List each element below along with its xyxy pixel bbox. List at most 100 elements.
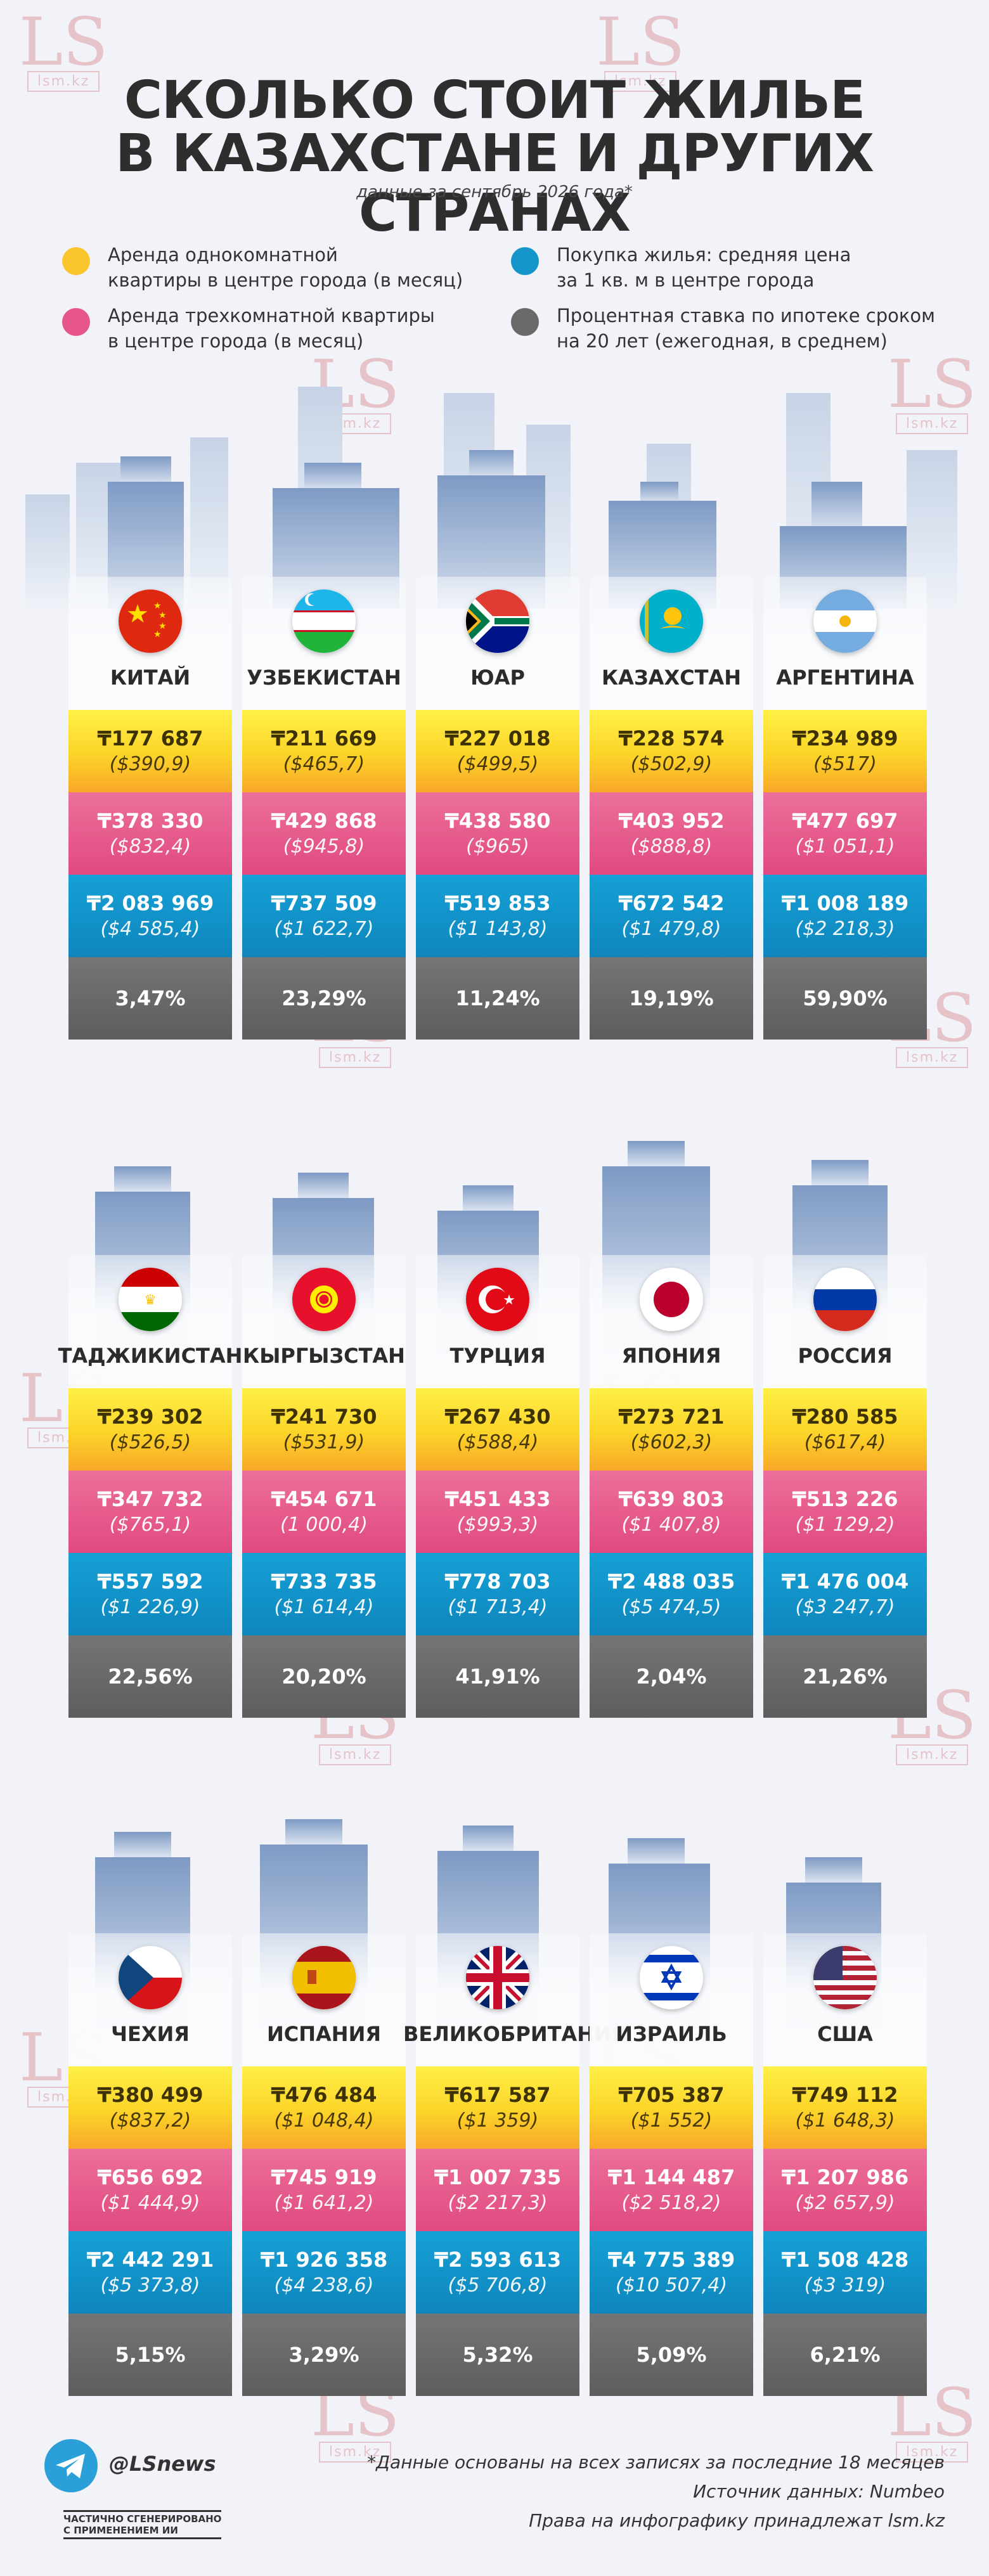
mortgage-rate-value: 19,19% bbox=[629, 986, 714, 1010]
telegram-icon[interactable] bbox=[44, 2439, 98, 2492]
footnote-source: Источник данных: Numbeo bbox=[693, 2481, 945, 2502]
rent-3room-usd: ($965) bbox=[466, 835, 529, 858]
legend-rent-1room: Аренда однокомнатной квартиры в центре го… bbox=[62, 242, 463, 293]
rent-1room-kzt: ₸211 669 bbox=[271, 726, 377, 750]
buy-sqm-kzt: ₸2 488 035 bbox=[607, 1569, 735, 1594]
legend-label-line: в центре города (в месяц) bbox=[108, 330, 364, 352]
rent-1room-kzt: ₸177 687 bbox=[97, 726, 204, 750]
rent-1room-usd: ($1 648,3) bbox=[795, 2109, 895, 2132]
mortgage-rate-value: 3,29% bbox=[288, 2343, 359, 2367]
section-3: ЧЕХИЯ ₸380 499 ($837,2) ₸656 692 ($1 444,9… bbox=[0, 1787, 989, 2421]
rent-3room-kzt: ₸454 671 bbox=[271, 1487, 377, 1511]
uzbekistan-flag-icon bbox=[292, 589, 356, 653]
country-name: США bbox=[817, 2022, 873, 2046]
rent-3room-usd: ($1 407,8) bbox=[621, 1514, 721, 1536]
svg-text:★: ★ bbox=[126, 600, 149, 629]
mortgage-rate-cell: 3,47% bbox=[68, 957, 232, 1040]
rent-3room-usd: ($2 518,2) bbox=[621, 2192, 721, 2214]
rent-1room-usd: ($526,5) bbox=[109, 1431, 191, 1453]
country-name: ТУРЦИЯ bbox=[449, 1344, 546, 1368]
rent-3room-cell: ₸347 732 ($765,1) bbox=[68, 1471, 232, 1553]
ai-note-line: ЧАСТИЧНО СГЕНЕРИРОВАНО bbox=[63, 2513, 222, 2525]
rent-3room-usd: ($1 641,2) bbox=[274, 2192, 374, 2214]
buy-sqm-kzt: ₸737 509 bbox=[271, 891, 377, 915]
rent-3room-kzt: ₸1 144 487 bbox=[607, 2165, 735, 2189]
country-name: ЮАР bbox=[470, 666, 525, 690]
telegram-handle-link[interactable]: @LSnews bbox=[109, 2452, 216, 2476]
mortgage-rate-cell: 21,26% bbox=[763, 1635, 927, 1718]
rent-3room-usd: ($832,4) bbox=[109, 835, 191, 858]
rent-1room-cell: ₸234 989 ($517) bbox=[763, 710, 927, 792]
rent-3room-usd: ($765,1) bbox=[109, 1514, 191, 1536]
mortgage-rate-value: 59,90% bbox=[803, 986, 888, 1010]
rent-3room-usd: ($2 217,3) bbox=[448, 2192, 548, 2214]
rent-3room-cell: ₸1 144 487 ($2 518,2) bbox=[590, 2149, 753, 2231]
buy-sqm-cell: ₸733 735 ($1 614,4) bbox=[242, 1553, 406, 1635]
mortgage-rate-cell: 59,90% bbox=[763, 957, 927, 1040]
buy-sqm-cell: ₸2 593 613 ($5 706,8) bbox=[416, 2231, 579, 2314]
rent-3room-cell: ₸477 697 ($1 051,1) bbox=[763, 792, 927, 875]
tajikistan-flag-icon: ♛ bbox=[119, 1268, 182, 1331]
legend-buy-sqm: Покупка жилья: средняя цена за 1 кв. м в … bbox=[511, 242, 851, 293]
rent-3room-kzt: ₸378 330 bbox=[97, 809, 204, 833]
spain-flag-icon bbox=[292, 1946, 356, 2009]
rent-1room-usd: ($499,5) bbox=[456, 753, 539, 775]
buy-sqm-kzt: ₸519 853 bbox=[444, 891, 551, 915]
rent-3room-usd: ($945,8) bbox=[283, 835, 365, 858]
mortgage-rate-value: 22,56% bbox=[108, 1665, 193, 1689]
rent-3room-kzt: ₸438 580 bbox=[444, 809, 551, 833]
country-name: ТАДЖИКИСТАН bbox=[58, 1344, 243, 1368]
mortgage-rate-value: 5,32% bbox=[462, 2343, 533, 2367]
legend-gray-dot bbox=[511, 308, 539, 336]
rent-3room-cell: ₸403 952 ($888,8) bbox=[590, 792, 753, 875]
rent-3room-usd: ($1 051,1) bbox=[795, 835, 895, 858]
argentina-flag-icon bbox=[813, 589, 877, 653]
rent-3room-kzt: ₸656 692 bbox=[97, 2165, 204, 2189]
buy-sqm-kzt: ₸2 593 613 bbox=[434, 2248, 562, 2272]
rent-3room-usd: ($993,3) bbox=[456, 1514, 539, 1536]
mortgage-rate-value: 5,15% bbox=[115, 2343, 186, 2367]
mortgage-rate-cell: 6,21% bbox=[763, 2314, 927, 2396]
buy-sqm-kzt: ₸557 592 bbox=[97, 1569, 204, 1594]
buy-sqm-cell: ₸2 083 969 ($4 585,4) bbox=[68, 875, 232, 957]
page-title-line1: СКОЛЬКО СТОИТ ЖИЛЬЕ bbox=[124, 70, 865, 131]
page-subtitle: данные за сентябрь 2026 года* bbox=[356, 183, 633, 202]
rent-3room-cell: ₸1 007 735 ($2 217,3) bbox=[416, 2149, 579, 2231]
mortgage-rate-cell: 5,09% bbox=[590, 2314, 753, 2396]
rent-1room-usd: ($390,9) bbox=[109, 753, 191, 775]
country-name: ЧЕХИЯ bbox=[111, 2022, 190, 2046]
rent-3room-cell: ₸454 671 (1 000,4) bbox=[242, 1471, 406, 1553]
buy-sqm-cell: ₸519 853 ($1 143,8) bbox=[416, 875, 579, 957]
divider bbox=[63, 2510, 222, 2512]
rent-3room-kzt: ₸1 207 986 bbox=[781, 2165, 909, 2189]
buy-sqm-cell: ₸1 476 004 ($3 247,7) bbox=[763, 1553, 927, 1635]
rent-3room-cell: ₸378 330 ($832,4) bbox=[68, 792, 232, 875]
rent-1room-cell: ₸239 302 ($526,5) bbox=[68, 1388, 232, 1471]
rent-1room-usd: ($531,9) bbox=[283, 1431, 365, 1453]
russia-flag-icon bbox=[813, 1268, 877, 1331]
rent-3room-usd: ($1 129,2) bbox=[795, 1514, 895, 1536]
rent-1room-usd: ($617,4) bbox=[804, 1431, 886, 1453]
footer: @LSnews ЧАСТИЧНО СГЕНЕРИРОВАНО С ПРИМЕНЕ… bbox=[0, 2421, 989, 2576]
mortgage-rate-value: 2,04% bbox=[636, 1665, 707, 1689]
rent-3room-cell: ₸513 226 ($1 129,2) bbox=[763, 1471, 927, 1553]
buy-sqm-kzt: ₸1 508 428 bbox=[781, 2248, 909, 2272]
svg-text:★: ★ bbox=[158, 621, 167, 631]
rent-1room-usd: ($588,4) bbox=[456, 1431, 539, 1453]
rent-3room-kzt: ₸477 697 bbox=[792, 809, 898, 833]
buy-sqm-usd: ($3 247,7) bbox=[795, 1596, 895, 1618]
buy-sqm-usd: ($1 614,4) bbox=[274, 1596, 374, 1618]
ai-generated-note: ЧАСТИЧНО СГЕНЕРИРОВАНО С ПРИМЕНЕНИЕМ ИИ bbox=[63, 2509, 222, 2541]
rent-3room-cell: ₸438 580 ($965) bbox=[416, 792, 579, 875]
legend-yellow-dot bbox=[62, 247, 90, 275]
rent-1room-usd: ($602,3) bbox=[630, 1431, 713, 1453]
rent-3room-cell: ₸639 803 ($1 407,8) bbox=[590, 1471, 753, 1553]
mortgage-rate-value: 41,91% bbox=[455, 1665, 540, 1689]
buy-sqm-usd: ($2 218,3) bbox=[795, 918, 895, 940]
legend-mortgage-rate: Процентная ставка по ипотеке сроком на 20… bbox=[511, 303, 935, 354]
rent-1room-kzt: ₸234 989 bbox=[792, 726, 898, 750]
rent-1room-cell: ₸228 574 ($502,9) bbox=[590, 710, 753, 792]
divider bbox=[63, 2537, 222, 2539]
rent-1room-usd: ($837,2) bbox=[109, 2109, 191, 2132]
rent-1room-kzt: ₸228 574 bbox=[618, 726, 725, 750]
